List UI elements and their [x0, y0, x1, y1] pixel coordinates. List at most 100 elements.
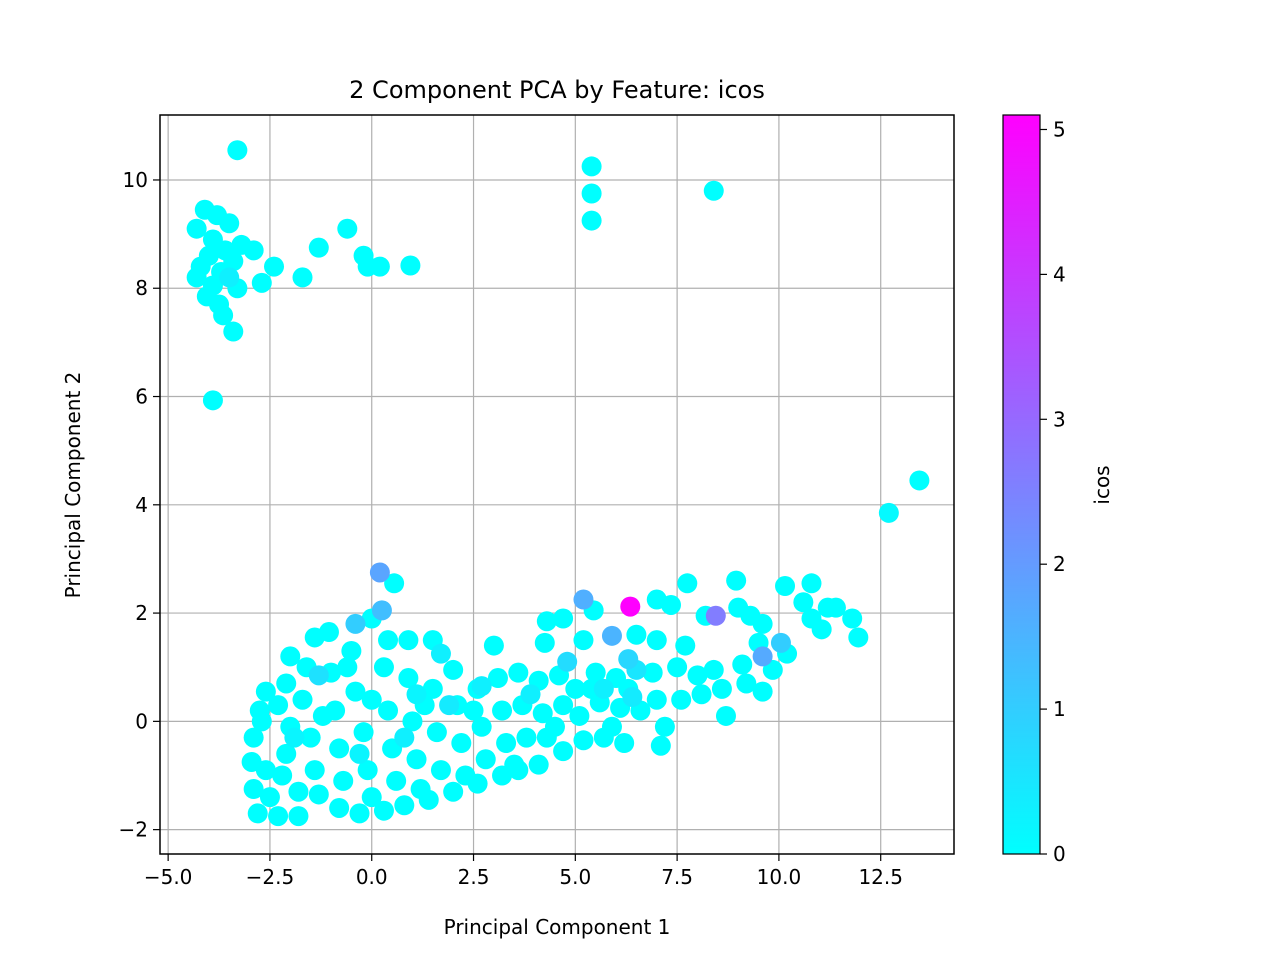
scatter-point: [243, 727, 264, 748]
scatter-point: [671, 689, 692, 710]
scatter-point: [349, 803, 370, 824]
scatter-point: [341, 640, 362, 661]
y-axis-ticks: −2 0 2 4 6 8 10: [119, 168, 160, 842]
scatter-point: [677, 573, 698, 594]
scatter-point: [268, 695, 289, 716]
scatter-point: [422, 678, 443, 699]
colorbar-label: icos: [1090, 465, 1114, 504]
scatter-point: [357, 760, 378, 781]
scatter-point: [661, 594, 682, 615]
x-tick-label: 2.5: [458, 865, 490, 889]
scatter-point: [736, 673, 757, 694]
y-tick-label: 0: [135, 709, 148, 733]
scatter-point: [565, 678, 586, 699]
scatter-points: [186, 140, 930, 827]
scatter-point: [471, 716, 492, 737]
scatter-point: [439, 695, 460, 716]
colorbar-tick-label: 4: [1053, 262, 1066, 286]
scatter-point: [801, 573, 822, 594]
scatter-point: [345, 613, 366, 634]
colorbar-tick-label: 2: [1053, 552, 1066, 576]
scatter-point: [553, 608, 574, 629]
scatter-point: [186, 267, 207, 288]
scatter-point: [255, 681, 276, 702]
scatter-point: [255, 760, 276, 781]
scatter-point: [650, 735, 671, 756]
scatter-point: [288, 806, 309, 827]
scatter-point: [288, 781, 309, 802]
scatter-point: [601, 625, 622, 646]
plot-frame: [159, 114, 955, 855]
scatter-point: [471, 676, 492, 697]
y-tick-label: 8: [135, 276, 148, 300]
y-tick-label: 2: [135, 601, 148, 625]
scatter-point: [848, 627, 869, 648]
scatter-point: [219, 213, 240, 234]
scatter-point: [620, 596, 641, 617]
scatter-point: [703, 659, 724, 680]
scatter-point: [544, 716, 565, 737]
scatter-point: [284, 727, 305, 748]
scatter-point: [369, 256, 390, 277]
scatter-point: [406, 749, 427, 770]
chart-title: 2 Component PCA by Feature: icos: [349, 76, 765, 104]
scatter-point: [308, 237, 329, 258]
scatter-point: [353, 722, 374, 743]
y-tick-label: 6: [135, 385, 148, 409]
scatter-point: [186, 218, 207, 239]
scatter-point: [337, 218, 358, 239]
scatter-point: [394, 727, 415, 748]
scatter-point: [406, 684, 427, 705]
scatter-point: [333, 770, 354, 791]
colorbar-tick-label: 5: [1053, 117, 1066, 141]
scatter-point: [373, 657, 394, 678]
scatter-point: [369, 562, 390, 583]
scatter-point: [451, 733, 472, 754]
scatter-point: [400, 255, 421, 276]
scatter-point: [398, 630, 419, 651]
scatter-point: [268, 806, 289, 827]
scatter-point: [581, 183, 602, 204]
scatter-point: [304, 760, 325, 781]
scatter-point: [402, 711, 423, 732]
scatter-point: [667, 657, 688, 678]
scatter-point: [528, 754, 549, 775]
scatter-point: [251, 711, 272, 732]
scatter-point: [732, 654, 753, 675]
colorbar-tick-label: 0: [1053, 842, 1066, 866]
scatter-point: [825, 597, 846, 618]
scatter-point: [752, 646, 773, 667]
scatter-point: [202, 390, 223, 411]
scatter-point: [573, 730, 594, 751]
scatter-point: [532, 703, 553, 724]
scatter-point: [251, 272, 272, 293]
colorbar: [1002, 114, 1041, 855]
scatter-point: [654, 716, 675, 737]
scatter-point: [793, 592, 814, 613]
scatter-point: [430, 643, 451, 664]
scatter-point: [601, 716, 622, 737]
colorbar-tick-label: 3: [1053, 407, 1066, 431]
scatter-point: [711, 678, 732, 699]
x-tick-label: −5.0: [144, 865, 193, 889]
scatter-point: [337, 657, 358, 678]
x-tick-label: 5.0: [559, 865, 591, 889]
x-tick-label: 12.5: [858, 865, 903, 889]
scatter-point: [573, 589, 594, 610]
scatter-point: [223, 251, 244, 272]
scatter-point: [361, 689, 382, 710]
y-tick-label: 10: [123, 168, 148, 192]
x-axis-ticks: −5.0 −2.5 0.0 2.5 5.0 7.5 10.0 12.5: [144, 854, 903, 889]
scatter-point: [703, 180, 724, 201]
y-tick-label: −2: [119, 818, 148, 842]
scatter-point: [384, 573, 405, 594]
scatter-point: [430, 760, 451, 781]
scatter-point: [585, 662, 606, 683]
scatter-point: [504, 754, 525, 775]
scatter-point: [811, 619, 832, 640]
scatter-point: [646, 630, 667, 651]
scatter-point: [349, 743, 370, 764]
scatter-point: [626, 624, 647, 645]
scatter-point: [243, 240, 264, 261]
